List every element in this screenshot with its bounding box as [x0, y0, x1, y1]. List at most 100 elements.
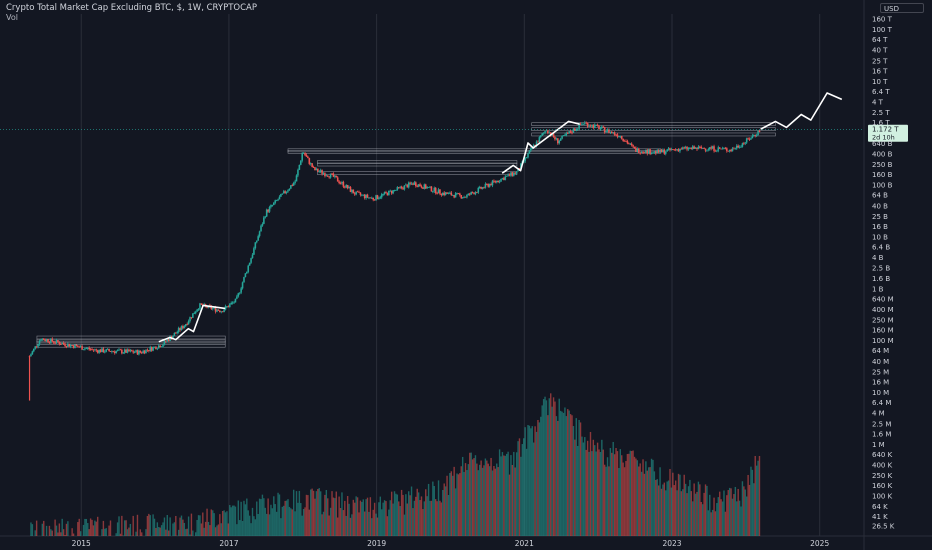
- candle-body: [470, 192, 472, 195]
- candle-body: [260, 225, 262, 232]
- price-tick-label: 4 T: [872, 99, 884, 107]
- volume-bar: [89, 518, 92, 536]
- candle-body: [632, 145, 634, 147]
- candle-body: [257, 236, 259, 241]
- volume-bar: [31, 524, 34, 536]
- volume-bar: [514, 467, 516, 536]
- candle-body: [383, 192, 386, 195]
- support-zone: [317, 162, 518, 167]
- price-tick-label: 6.4 M: [872, 399, 891, 407]
- volume-bar: [741, 481, 744, 536]
- volume-bar: [667, 480, 670, 536]
- volume-bar: [575, 418, 577, 536]
- volume-bar: [535, 431, 538, 536]
- candle-body: [136, 350, 139, 355]
- price-tick-label: 640 B: [872, 140, 893, 148]
- candle-body: [224, 306, 227, 310]
- volume-bar: [233, 505, 235, 536]
- volume-bar: [548, 398, 551, 536]
- candle-body: [297, 169, 299, 176]
- volume-bar: [701, 504, 704, 536]
- volume-bar: [104, 528, 106, 536]
- volume-bar: [413, 500, 416, 536]
- candle-body: [731, 148, 734, 152]
- currency-unit-button[interactable]: USD: [880, 3, 924, 13]
- candle-body: [728, 149, 731, 152]
- volume-bar: [425, 489, 427, 536]
- volume-bar: [504, 455, 506, 536]
- volume-bar: [119, 533, 122, 536]
- candle-body: [724, 148, 727, 150]
- symbol-title[interactable]: Crypto Total Market Cap Excluding BTC, $…: [6, 3, 257, 13]
- candle-body: [530, 148, 532, 151]
- volume-bar: [219, 514, 221, 536]
- volume-bar: [488, 466, 491, 536]
- candle-body: [102, 348, 105, 353]
- candle-body: [690, 147, 693, 149]
- volume-bar: [375, 513, 377, 536]
- candle-body: [253, 248, 255, 255]
- volume-bar: [123, 520, 126, 536]
- candle-body: [104, 351, 106, 353]
- volume-bar: [156, 522, 159, 536]
- candle-body: [417, 184, 420, 187]
- price-tick-label: 160 B: [872, 171, 893, 179]
- candle-body: [618, 136, 620, 138]
- volume-bar: [586, 440, 589, 536]
- volume-legend[interactable]: Vol: [6, 13, 18, 22]
- candle-body: [356, 191, 359, 193]
- candle-body: [574, 128, 576, 131]
- volume-bar: [216, 525, 218, 536]
- price-tick-label: 4 M: [872, 410, 885, 418]
- candle-body: [52, 341, 55, 343]
- candle-body: [280, 194, 282, 197]
- candle-body: [504, 176, 507, 181]
- candle-body: [491, 180, 494, 186]
- candle-body: [596, 124, 599, 126]
- volume-bar: [415, 496, 417, 536]
- candle-body: [693, 146, 695, 149]
- volume-bar: [271, 508, 274, 536]
- volume-bar: [649, 467, 651, 536]
- candle-body: [247, 265, 250, 272]
- candle-body: [534, 144, 536, 147]
- candle-body: [78, 346, 81, 348]
- volume-bar: [596, 442, 599, 536]
- candle-body: [58, 342, 61, 345]
- volume-bar: [629, 450, 631, 536]
- candle-body: [250, 258, 252, 263]
- volume-bar: [429, 500, 431, 536]
- candle-body: [547, 130, 549, 134]
- volume-bar: [653, 471, 656, 536]
- price-tick-label: 16 M: [872, 378, 889, 386]
- candle-body: [251, 254, 254, 259]
- volume-bar: [598, 449, 600, 536]
- candle-body: [566, 133, 569, 135]
- candle-body: [162, 344, 164, 347]
- candle-body: [501, 177, 504, 179]
- volume-bar: [721, 501, 724, 536]
- candle-body: [667, 148, 670, 150]
- volume-bar: [694, 493, 697, 536]
- volume-bar: [368, 511, 370, 536]
- candle-body: [518, 168, 521, 170]
- volume-bar: [453, 466, 455, 536]
- volume-bar: [457, 474, 460, 536]
- volume-bar: [679, 474, 681, 536]
- candle-body: [200, 303, 203, 305]
- volume-bar: [200, 523, 203, 536]
- candle-body: [182, 326, 184, 329]
- candle-body: [65, 345, 68, 347]
- volume-bar: [376, 517, 379, 536]
- volume-bar: [690, 491, 693, 536]
- candle-body: [652, 152, 654, 154]
- candle-body: [199, 303, 201, 309]
- volume-bar: [554, 401, 556, 536]
- volume-bar: [689, 479, 691, 536]
- volume-bar: [459, 473, 461, 536]
- candle-body: [730, 149, 732, 152]
- volume-bar: [640, 471, 643, 536]
- candle-body: [334, 175, 336, 177]
